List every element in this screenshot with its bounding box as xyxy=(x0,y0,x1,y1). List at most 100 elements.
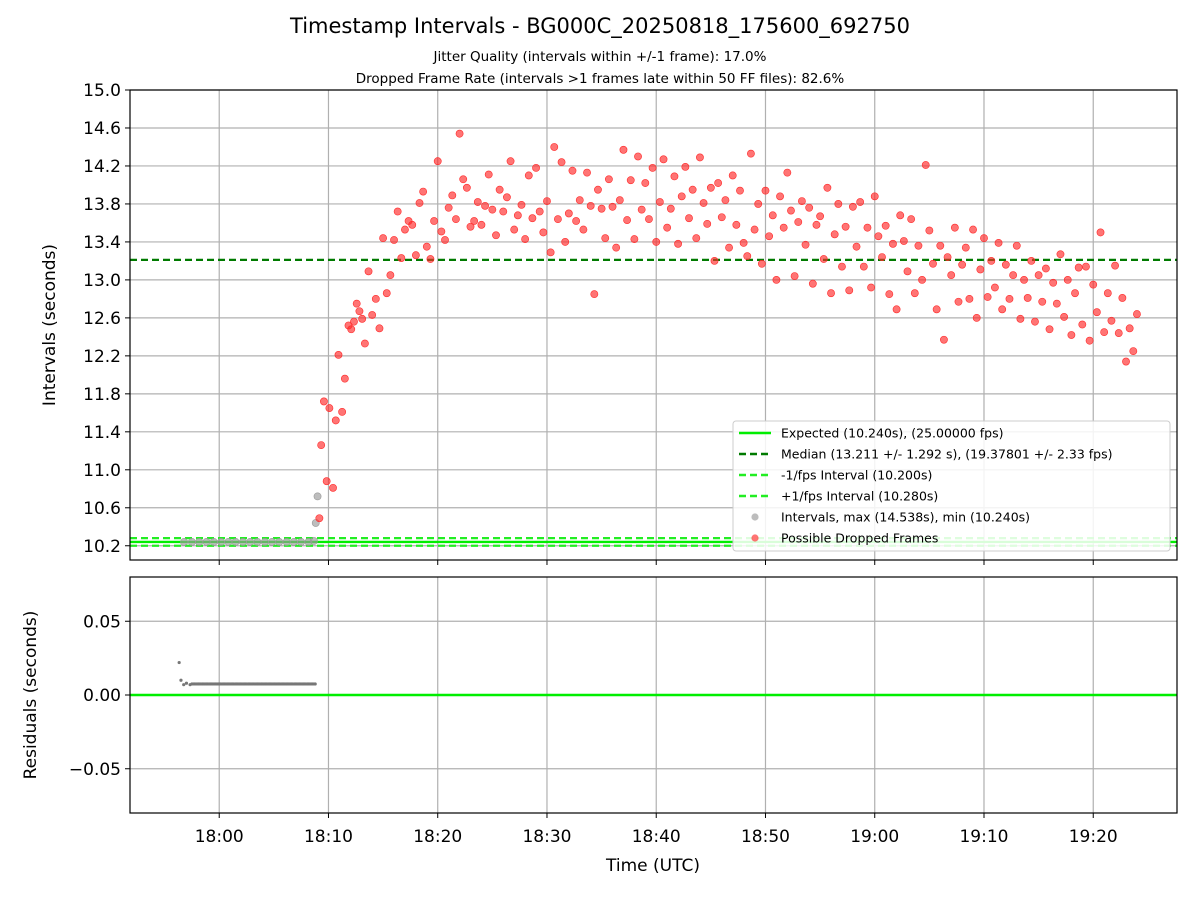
y-tick-label: 10.6 xyxy=(83,499,121,519)
dropped-frame-point xyxy=(572,217,581,225)
dropped-frame-point xyxy=(838,262,846,271)
interval-point xyxy=(202,538,211,546)
dropped-frame-point xyxy=(331,416,340,425)
y-tick-label: 13.8 xyxy=(83,195,121,215)
dropped-frame-point xyxy=(1096,228,1105,237)
dropped-frame-point xyxy=(856,198,865,206)
chart-subtitle-dropped: Dropped Frame Rate (intervals >1 frames … xyxy=(355,71,845,87)
dropped-frame-point xyxy=(783,168,792,177)
dropped-frame-point xyxy=(499,207,508,216)
dropped-frame-point xyxy=(1016,314,1025,323)
x-tick-label: 18:50 xyxy=(741,827,790,847)
dropped-frame-point xyxy=(703,219,712,228)
dropped-frame-point xyxy=(554,215,562,224)
dropped-frame-point xyxy=(874,232,883,241)
y-tick-label: 12.6 xyxy=(83,309,121,329)
interval-point xyxy=(268,538,276,546)
dropped-frame-point xyxy=(692,234,701,243)
residual-point xyxy=(184,681,189,685)
residuals-y-ticks: −0.05 0.00 0.05 xyxy=(69,612,130,780)
dropped-frame-point xyxy=(889,239,897,248)
dropped-frame-point xyxy=(907,215,916,224)
dropped-frame-point xyxy=(790,272,799,281)
residual-point xyxy=(179,678,183,682)
legend-dot-swatch xyxy=(751,513,759,521)
dropped-frame-point xyxy=(517,200,526,209)
dropped-frame-point xyxy=(841,222,850,231)
dropped-frame-point xyxy=(1023,294,1032,302)
dropped-frame-point xyxy=(1001,260,1010,269)
x-tick-label: 18:30 xyxy=(522,827,571,847)
dropped-frame-point xyxy=(954,297,963,306)
dropped-frame-point xyxy=(892,305,901,314)
dropped-frame-point xyxy=(590,290,599,299)
dropped-frame-point xyxy=(1103,289,1112,298)
dropped-frame-point xyxy=(728,171,737,180)
dropped-frame-point xyxy=(918,275,926,284)
dropped-frame-point xyxy=(991,283,999,292)
residual-point xyxy=(313,682,317,686)
dropped-frame-point xyxy=(929,259,937,268)
dropped-frame-point xyxy=(473,198,482,206)
dropped-frame-point xyxy=(1111,261,1119,270)
dropped-frame-point xyxy=(787,206,795,215)
x-tick-label: 19:00 xyxy=(850,827,899,847)
dropped-frame-point xyxy=(958,260,967,269)
dropped-frame-point xyxy=(1092,308,1101,317)
x-tick-label: 19:20 xyxy=(1069,827,1118,847)
dropped-frame-point xyxy=(325,404,334,412)
dropped-frame-point xyxy=(564,209,573,218)
y-tick-label: 13.0 xyxy=(83,271,121,291)
legend-label: -1/fps Interval (10.200s) xyxy=(781,468,932,483)
dropped-frame-point xyxy=(315,514,324,523)
dropped-frame-point xyxy=(863,223,872,232)
interval-points xyxy=(180,129,1141,546)
interval-point xyxy=(180,538,188,546)
dropped-frame-point xyxy=(368,311,377,319)
interval-point xyxy=(282,538,291,546)
dropped-frame-point xyxy=(1082,262,1090,271)
interval-point xyxy=(246,538,255,546)
dropped-frame-point xyxy=(834,200,843,208)
x-tick-label: 18:00 xyxy=(195,827,244,847)
dropped-frame-point xyxy=(1100,328,1109,337)
intervals-y-ticks: 10.2 10.6 11.0 11.4 11.8 12.2 12.6 13.0 13.4 13.8… xyxy=(83,81,130,557)
x-tick-label: 19:10 xyxy=(959,827,1008,847)
dropped-frame-point xyxy=(503,193,511,202)
dropped-frame-point xyxy=(921,161,930,169)
dropped-frame-point xyxy=(338,407,347,416)
dropped-frame-point xyxy=(448,191,457,200)
dropped-frame-point xyxy=(688,185,697,194)
dropped-frame-point xyxy=(623,216,631,224)
dropped-frame-point xyxy=(488,205,497,214)
x-axis-label: Time (UTC) xyxy=(605,856,700,876)
interval-point xyxy=(195,538,204,546)
dropped-frame-point xyxy=(484,170,493,179)
dropped-frame-point xyxy=(885,290,894,299)
dropped-frame-point xyxy=(1089,280,1098,289)
chart-title: Timestamp Intervals - BG000C_20250818_17… xyxy=(290,14,910,38)
dropped-frame-point xyxy=(583,168,591,177)
dropped-frame-point xyxy=(444,203,453,212)
dropped-frame-point xyxy=(604,175,613,184)
dropped-frame-point xyxy=(492,231,500,240)
dropped-frame-point xyxy=(732,220,741,229)
dropped-frame-point xyxy=(437,227,446,236)
dropped-frame-point xyxy=(914,241,923,250)
dropped-frame-point xyxy=(535,207,544,216)
dropped-frame-point xyxy=(969,225,977,234)
dropped-frame-point xyxy=(539,228,548,237)
dropped-frame-point xyxy=(619,145,628,154)
y-tick-label: 12.2 xyxy=(83,347,121,367)
dropped-frame-point xyxy=(827,289,835,298)
dropped-frame-point xyxy=(768,211,777,220)
dropped-frame-point xyxy=(757,259,766,268)
dropped-frame-point xyxy=(812,220,821,229)
interval-point xyxy=(238,538,247,546)
dropped-frame-point xyxy=(615,196,624,205)
dropped-frame-point xyxy=(725,243,733,252)
dropped-frame-point xyxy=(364,267,373,276)
dropped-frame-point xyxy=(322,477,331,486)
dropped-frame-point xyxy=(452,215,460,224)
dropped-frame-point xyxy=(320,397,328,406)
